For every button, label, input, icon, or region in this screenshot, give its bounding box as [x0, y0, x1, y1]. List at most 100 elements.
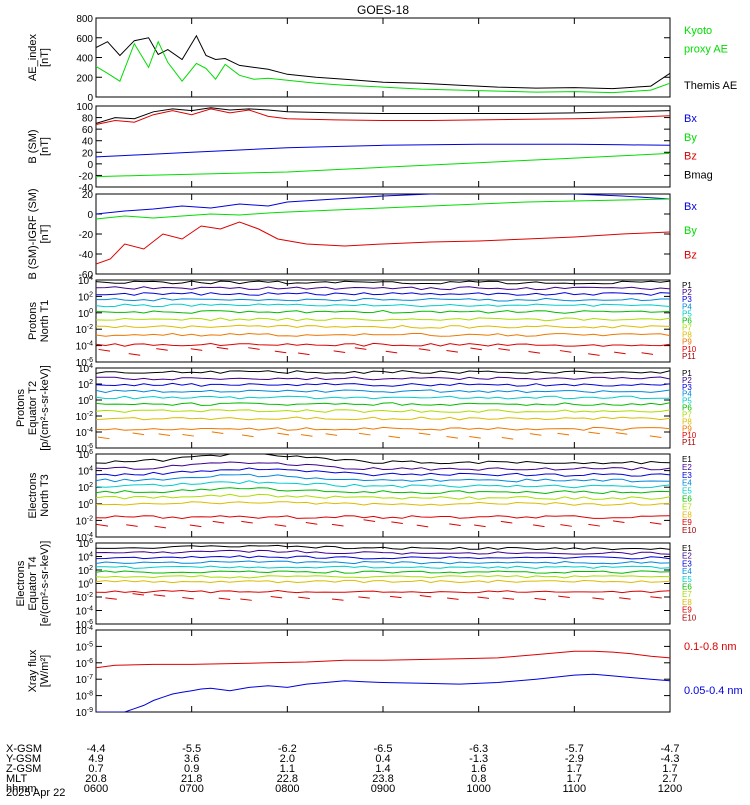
orbit-table: X-GSM -4.4 -5.5 -6.2 -6.5 -6.3 -5.7 -4.7 Y-GSM 4.… — [6, 743, 682, 795]
legend-label: E8 — [682, 598, 692, 607]
legend-label: P3 — [682, 295, 692, 304]
band-line — [96, 565, 670, 569]
sparse-segment — [241, 434, 254, 438]
sparse-segment — [98, 348, 111, 352]
orbit-value: 23.8 — [372, 773, 393, 785]
sparse-segment — [154, 525, 167, 529]
series-line — [96, 194, 670, 215]
y-tick-label: 60 — [82, 125, 94, 136]
legend-label: E9 — [682, 606, 692, 615]
sparse-segment — [649, 435, 662, 439]
orbit-row-label: Z-GSM — [6, 763, 41, 775]
y-axis-label: North T1 — [39, 300, 51, 343]
panel-data — [96, 280, 670, 356]
orbit-row-label: hhmm — [6, 783, 37, 795]
orbit-value: -5.5 — [182, 743, 201, 755]
orbit-value: 0900 — [371, 783, 395, 795]
band-line — [96, 303, 670, 308]
orbit-value: 22.8 — [277, 773, 298, 785]
legend-label: E4 — [682, 567, 692, 576]
y-axis-label: Equator T4 — [27, 556, 39, 610]
sparse-segment — [218, 597, 231, 600]
y-axis-label: B (SM)-IGRF (SM) — [27, 188, 39, 279]
legend-label: E3 — [682, 471, 692, 480]
orbit-value: -2.9 — [565, 753, 584, 765]
sparse-segment — [498, 348, 510, 351]
band-line — [96, 579, 670, 584]
sparse-segment — [447, 597, 459, 600]
sparse-segment — [274, 524, 287, 527]
legend-label: P4 — [682, 390, 692, 399]
orbit-value: 0800 — [275, 783, 299, 795]
sparse-segment — [333, 350, 346, 354]
legend-label: Themis AE — [684, 80, 737, 92]
legend-label: P6 — [682, 316, 692, 325]
panel-data — [96, 194, 670, 265]
legend-label: P2 — [682, 376, 692, 385]
band-line — [96, 389, 670, 394]
orbit-value: -6.5 — [374, 743, 393, 755]
orbit-value: 1.7 — [567, 773, 582, 785]
y-tick-label: 800 — [76, 14, 93, 25]
orbit-value: -4.4 — [87, 743, 106, 755]
series-line — [96, 143, 670, 158]
sparse-segment — [588, 431, 600, 435]
sparse-segment — [446, 435, 458, 439]
sparse-segment — [650, 596, 662, 599]
orbit-row-label: X-GSM — [6, 743, 42, 755]
legend-label: Kyoto — [684, 25, 712, 37]
sparse-segment — [277, 432, 290, 436]
orbit-value: 1.7 — [662, 763, 677, 775]
orbit-value: 20.8 — [85, 773, 106, 785]
series-line — [96, 108, 670, 125]
sparse-segment — [474, 524, 486, 528]
band-line — [96, 467, 670, 477]
sparse-segment — [588, 523, 600, 527]
sparse-segment — [274, 350, 287, 354]
band-line — [96, 473, 670, 483]
sparse-segment — [182, 433, 194, 437]
band-line — [96, 487, 670, 495]
legend-label: E2 — [682, 552, 692, 561]
series-line — [96, 650, 670, 669]
legend-label: P7 — [682, 410, 692, 419]
legend-label: P2 — [682, 288, 692, 297]
legend-label: E6 — [682, 583, 692, 592]
sparse-segment — [612, 520, 625, 524]
legend-label: E2 — [682, 463, 692, 472]
panel-data — [96, 34, 670, 94]
y-axis-label: AE_index — [27, 33, 39, 81]
sparse-segment — [212, 520, 225, 524]
y-axis-label: Xray flux — [27, 649, 39, 692]
sparse-segment — [158, 433, 171, 436]
series-line — [96, 40, 670, 94]
orbit-value: 2.0 — [280, 753, 295, 765]
sparse-segment — [211, 431, 224, 434]
y-axis-label: [W/m²] — [39, 655, 51, 687]
sparse-segment — [297, 352, 310, 356]
orbit-row: Y-GSM 4.9 3.6 2.0 0.4 -1.3 -2.9 -4.3 — [6, 753, 679, 765]
sparse-segment — [418, 432, 431, 436]
band-line — [96, 501, 670, 506]
legend-label: E10 — [682, 613, 697, 622]
orbit-value: 0.8 — [471, 773, 486, 785]
band-line — [96, 286, 670, 291]
orbit-row: MLT 20.8 21.8 22.8 23.8 0.8 1.7 2.7 — [6, 773, 678, 785]
sparse-segment — [388, 435, 401, 439]
panel-ae: 0 200 400 600 800 AE_index [nT] Kyoto proxy AE Th… — [27, 14, 737, 104]
legend-label: P11 — [682, 438, 696, 447]
sparse-segment — [325, 433, 338, 436]
legend-label: E7 — [682, 502, 692, 511]
panel-data — [96, 544, 670, 601]
band-line — [96, 317, 670, 322]
band-line — [96, 426, 670, 431]
legend-label: By — [684, 225, 697, 237]
sparse-segment — [534, 597, 547, 601]
legend-label: P9 — [682, 424, 692, 433]
band-line — [96, 515, 670, 520]
sparse-segment — [558, 595, 570, 599]
orbit-value: -6.2 — [278, 743, 297, 755]
